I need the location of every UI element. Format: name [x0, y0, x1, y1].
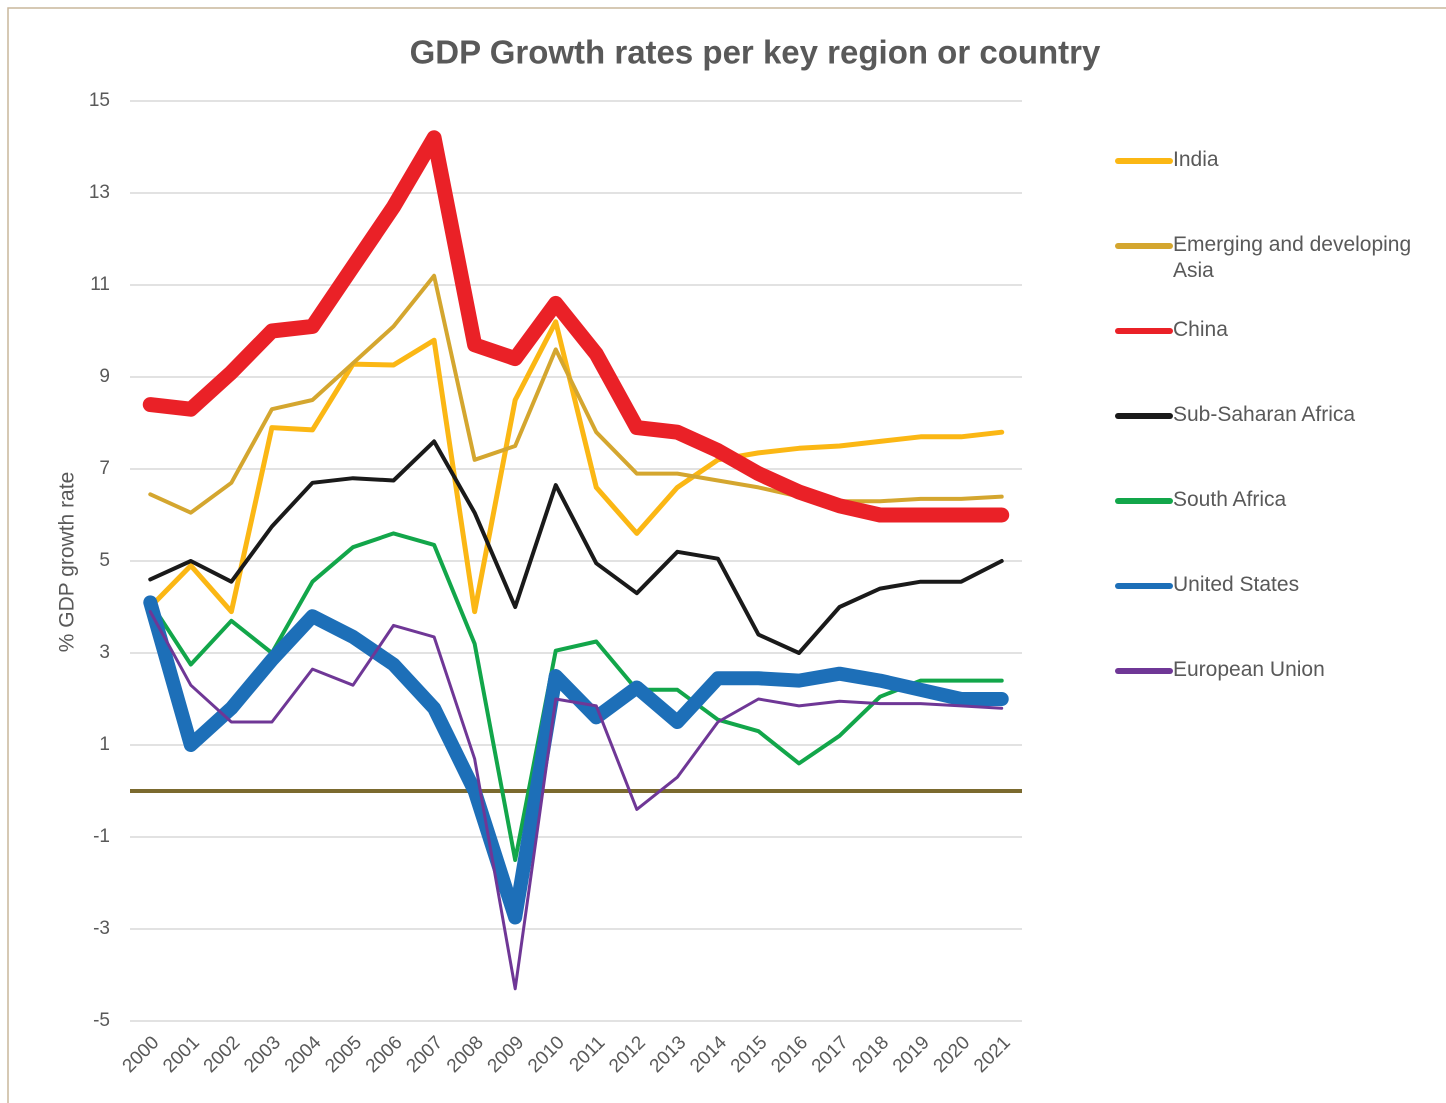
x-tick-label: 2008 — [443, 1032, 488, 1077]
y-tick-label: 1 — [99, 734, 110, 755]
x-tick-label: 2017 — [808, 1032, 853, 1077]
legend-entry: United States — [1115, 572, 1443, 598]
x-tick-label: 2019 — [889, 1032, 934, 1077]
legend-marker — [1115, 328, 1173, 334]
legend-entry: Sub-Saharan Africa — [1115, 402, 1443, 428]
series-line — [148, 610, 1004, 991]
x-tick-label: 2016 — [767, 1032, 812, 1077]
y-tick-label: 7 — [99, 458, 110, 479]
y-axis-title: % GDP growth rate — [56, 472, 79, 653]
legend-entry: South Africa — [1115, 487, 1443, 513]
x-tick-label: 2015 — [727, 1032, 772, 1077]
legend-label: Emerging and developing Asia — [1173, 233, 1412, 282]
legend-entry: China — [1115, 317, 1443, 343]
x-tick-label: 2013 — [646, 1032, 691, 1077]
x-tick-label: 2009 — [484, 1032, 529, 1077]
x-tick-label: 2003 — [240, 1032, 285, 1077]
y-tick-label: 9 — [99, 366, 110, 387]
legend-label: United States — [1173, 573, 1300, 596]
legend-label: European Union — [1173, 658, 1325, 681]
series-line — [147, 319, 1005, 615]
series-line — [143, 595, 1009, 925]
legend-label: Sub-Saharan Africa — [1173, 403, 1356, 426]
x-tick-label: 2011 — [566, 1032, 610, 1076]
x-tick-label: 2002 — [200, 1032, 245, 1077]
x-tick-label: 2004 — [281, 1032, 326, 1077]
legend-label: India — [1173, 148, 1219, 171]
legend-entry: European Union — [1115, 657, 1443, 683]
legend-marker — [1115, 668, 1173, 674]
y-tick-label: 15 — [89, 90, 110, 111]
legend-marker — [1115, 498, 1173, 504]
x-tick-label: 2001 — [159, 1032, 204, 1077]
legend-marker — [1115, 583, 1173, 589]
chart-title: GDP Growth rates per key region or count… — [410, 34, 1101, 71]
x-tick-label: 2010 — [524, 1032, 569, 1077]
series-line — [148, 439, 1004, 655]
frame — [7, 7, 1446, 1103]
series-line — [148, 531, 1004, 862]
y-tick-label: 3 — [99, 642, 110, 663]
legend-marker — [1115, 158, 1173, 164]
x-tick-label: 2014 — [686, 1032, 731, 1077]
series-line — [148, 273, 1004, 515]
x-tick-label: 2000 — [119, 1032, 164, 1077]
legend-marker — [1115, 413, 1173, 419]
legend-entry: Emerging and developing Asia — [1115, 232, 1443, 284]
x-tick-label: 2005 — [321, 1032, 366, 1077]
legend-marker — [1115, 243, 1173, 249]
legend-label: China — [1173, 318, 1228, 341]
y-tick-label: 13 — [89, 182, 110, 203]
y-tick-label: -1 — [93, 826, 110, 847]
y-tick-label: 11 — [90, 274, 110, 295]
x-tick-label: 2012 — [605, 1032, 650, 1077]
x-tick-label: 2018 — [848, 1032, 893, 1077]
y-tick-label: 5 — [99, 550, 110, 571]
series-line — [142, 130, 1010, 523]
legend-entry: India — [1115, 147, 1443, 173]
x-tick-label: 2007 — [402, 1032, 447, 1077]
x-tick-label: 2020 — [930, 1032, 975, 1077]
y-tick-label: -3 — [93, 918, 110, 939]
x-tick-label: 2006 — [362, 1032, 407, 1077]
x-tick-label: 2021 — [970, 1032, 1015, 1077]
y-tick-label: -5 — [93, 1010, 110, 1031]
legend-label: South Africa — [1173, 488, 1287, 511]
